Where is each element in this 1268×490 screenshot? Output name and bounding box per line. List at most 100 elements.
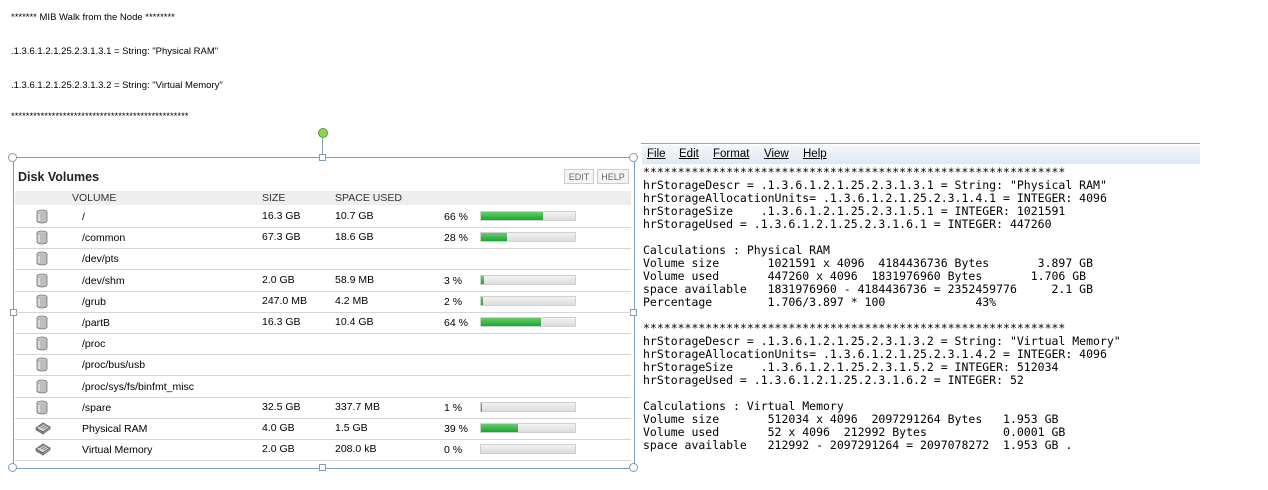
- usage-bar: [480, 444, 576, 455]
- table-row[interactable]: /proc/bus/usb: [15, 354, 631, 377]
- table-row[interactable]: / 16.3 GB 10.7 GB 66 %: [15, 206, 631, 228]
- notepad-line: Percentage 1.706/3.897 * 100 43%: [643, 295, 997, 309]
- notepad-menubar: File Edit Format View Help: [642, 145, 1200, 164]
- disk-icon: [35, 209, 49, 224]
- menu-view[interactable]: View: [764, 148, 789, 160]
- volume-space-used: 10.4 GB: [335, 316, 374, 328]
- table-row[interactable]: /proc/sys/fs/binfmt_misc: [15, 376, 631, 398]
- resize-handle-top[interactable]: [319, 154, 326, 161]
- table-header: VOLUME SIZE SPACE USED: [15, 191, 631, 205]
- volume-name: /: [82, 211, 85, 223]
- volume-name: /partB: [82, 317, 111, 329]
- usage-bar-fill: [481, 318, 542, 326]
- disk-icon: [35, 379, 49, 394]
- rotate-handle[interactable]: [318, 128, 328, 138]
- volume-size: 67.3 GB: [262, 231, 301, 244]
- notepad-line: hrStorageUsed = .1.3.6.1.2.1.25.2.3.1.6.…: [643, 217, 1052, 231]
- volume-space-used: 4.2 MB: [335, 294, 369, 307]
- volume-percent: 1 %: [444, 401, 463, 414]
- volume-name: /dev/shm: [82, 274, 125, 287]
- resize-handle-bottom-left[interactable]: [8, 463, 17, 472]
- volume-percent: 66 %: [444, 211, 468, 223]
- disk-icon: [35, 230, 49, 245]
- volume-size: 2.0 GB: [262, 273, 295, 286]
- table-row[interactable]: /dev/shm 2.0 GB 58.9 MB 3 %: [15, 270, 631, 292]
- disk-icon: [35, 273, 49, 288]
- volume-size: 2.0 GB: [262, 443, 295, 456]
- volume-name: /proc/bus/usb: [82, 359, 146, 372]
- table-row[interactable]: /grub 247.0 MB 4.2 MB 2 %: [15, 291, 631, 313]
- volume-size: 4.0 GB: [262, 422, 295, 434]
- volume-space-used: 208.0 kB: [335, 443, 377, 456]
- resize-handle-right[interactable]: [630, 309, 637, 316]
- notepad-line: ****************************************…: [643, 321, 1066, 335]
- volume-name: /spare: [82, 401, 112, 414]
- help-button[interactable]: HELP: [597, 169, 629, 184]
- table-row[interactable]: /proc: [15, 333, 631, 356]
- table-row[interactable]: /dev/pts: [15, 248, 631, 271]
- table-row[interactable]: /partB 16.3 GB 10.4 GB 64 %: [15, 312, 631, 334]
- memory-icon: [35, 442, 51, 457]
- notepad-line: Volume size 1021591 x 4096 4184436736 By…: [643, 256, 1094, 270]
- table-row[interactable]: /spare 32.5 GB 337.7 MB 1 %: [15, 397, 631, 419]
- notepad-line: ****************************************…: [643, 165, 1066, 179]
- notepad-top-border: [641, 143, 1200, 144]
- usage-bar: [480, 423, 576, 433]
- edit-button[interactable]: EDIT: [564, 169, 594, 184]
- menu-help[interactable]: Help: [803, 148, 827, 160]
- volume-name: Physical RAM: [82, 423, 148, 435]
- volume-percent: 3 %: [444, 274, 463, 287]
- notepad-line: Calculations : Physical RAM: [643, 243, 830, 257]
- notepad-line: hrStorageDescr = .1.3.6.1.2.1.25.2.3.1.3…: [643, 334, 1121, 348]
- volume-space-used: 58.9 MB: [335, 273, 375, 286]
- resize-handle-top-left[interactable]: [8, 153, 17, 162]
- volume-name: /proc: [82, 338, 106, 351]
- disk-icon: [35, 336, 49, 351]
- volume-name: /common: [82, 232, 126, 245]
- notepad-line: Calculations : Virtual Memory: [643, 399, 844, 413]
- resize-handle-top-right[interactable]: [629, 153, 638, 162]
- menu-file[interactable]: File: [647, 148, 666, 160]
- usage-bar: [480, 401, 576, 412]
- volume-size: 16.3 GB: [262, 210, 301, 222]
- notepad-line: hrStorageUsed = .1.3.6.1.2.1.25.2.3.1.6.…: [643, 373, 1024, 387]
- volume-percent: 0 %: [444, 444, 463, 457]
- volume-size: 32.5 GB: [262, 400, 301, 413]
- column-header-size: SIZE: [262, 192, 286, 204]
- usage-bar: [480, 274, 576, 285]
- volume-name: /dev/pts: [82, 253, 119, 266]
- table-row[interactable]: Virtual Memory 2.0 GB 208.0 kB 0 %: [15, 439, 631, 462]
- notepad-line: Volume used 447260 x 4096 1831976960 Byt…: [643, 269, 1087, 283]
- disk-icon: [35, 294, 49, 309]
- mib-walk-header: ******* MIB Walk from the Node ********: [11, 12, 175, 23]
- notepad-line: hrStorageAllocationUnits= .1.3.6.1.2.1.2…: [643, 347, 1107, 361]
- panel-title: Disk Volumes: [18, 170, 100, 184]
- menu-edit[interactable]: Edit: [679, 148, 699, 160]
- resize-handle-bottom[interactable]: [319, 464, 326, 471]
- disk-icon: [35, 400, 49, 415]
- usage-bar: [480, 211, 576, 221]
- volume-space-used: 18.6 GB: [335, 231, 374, 244]
- volume-size: 247.0 MB: [262, 294, 307, 307]
- mib-walk-footer: ****************************************…: [11, 111, 189, 122]
- rotate-handle-stem: [322, 137, 323, 157]
- notepad-text-area[interactable]: ****************************************…: [643, 166, 1121, 452]
- volume-percent: 28 %: [444, 232, 468, 245]
- usage-bar: [480, 295, 576, 306]
- volume-name: /grub: [82, 295, 106, 308]
- resize-handle-bottom-right[interactable]: [629, 463, 638, 472]
- usage-bar-fill: [481, 424, 518, 432]
- table-row[interactable]: Physical RAM 4.0 GB 1.5 GB 39 %: [15, 418, 631, 440]
- column-header-volume: VOLUME: [72, 192, 117, 204]
- mib-walk-line-virtual-memory: .1.3.6.1.2.1.25.2.3.1.3.2 = String: "Vir…: [11, 80, 223, 91]
- volume-percent: 39 %: [444, 423, 468, 435]
- notepad-line: Volume size 512034 x 4096 2097291264 Byt…: [643, 412, 1059, 426]
- table-row[interactable]: /common 67.3 GB 18.6 GB 28 %: [15, 227, 631, 250]
- disk-icon: [35, 315, 49, 330]
- menu-format[interactable]: Format: [713, 148, 750, 160]
- volume-name: /proc/sys/fs/binfmt_misc: [82, 380, 195, 393]
- volume-name: Virtual Memory: [82, 444, 153, 457]
- volume-space-used: 10.7 GB: [335, 210, 374, 222]
- usage-bar: [480, 232, 576, 243]
- usage-bar-fill: [481, 275, 484, 284]
